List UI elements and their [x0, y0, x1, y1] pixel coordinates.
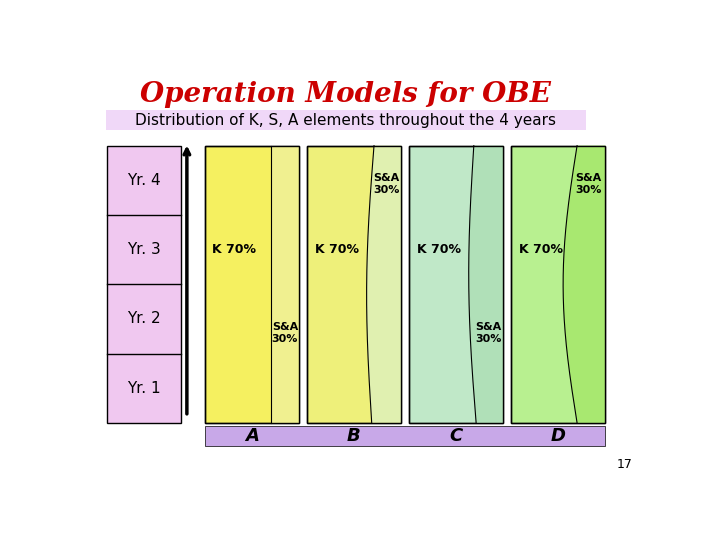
Text: Yr. 3: Yr. 3	[127, 242, 161, 257]
Bar	[307, 146, 401, 423]
Bar	[409, 146, 503, 423]
Text: K 70%: K 70%	[518, 243, 563, 256]
Text: S&A
30%: S&A 30%	[271, 322, 298, 343]
Bar	[106, 110, 586, 130]
Text: S&A
30%: S&A 30%	[373, 173, 400, 194]
Text: Yr. 4: Yr. 4	[127, 173, 161, 188]
Bar	[511, 146, 606, 423]
Text: Distribution of K, S, A elements throughout the 4 years: Distribution of K, S, A elements through…	[135, 113, 557, 128]
Text: K 70%: K 70%	[417, 243, 461, 256]
Text: S&A
30%: S&A 30%	[475, 322, 502, 343]
Bar	[204, 426, 606, 446]
Text: 17: 17	[616, 458, 632, 471]
Bar	[409, 146, 503, 423]
Text: A: A	[245, 427, 258, 445]
Text: K 70%: K 70%	[212, 243, 256, 256]
Text: S&A
30%: S&A 30%	[575, 173, 602, 194]
Polygon shape	[469, 146, 503, 423]
Text: Yr. 2: Yr. 2	[127, 312, 161, 326]
Polygon shape	[366, 146, 401, 423]
Text: B: B	[347, 427, 361, 445]
Text: Yr. 1: Yr. 1	[127, 381, 161, 396]
Text: Operation Models for OBE: Operation Models for OBE	[140, 80, 552, 107]
Bar	[511, 146, 606, 423]
Polygon shape	[563, 146, 606, 423]
Bar	[204, 146, 299, 423]
Text: C: C	[449, 427, 463, 445]
Bar	[307, 146, 401, 423]
Polygon shape	[271, 146, 299, 423]
Text: D: D	[551, 427, 566, 445]
Text: K 70%: K 70%	[315, 243, 359, 256]
Bar	[107, 146, 181, 423]
Bar	[204, 146, 299, 423]
